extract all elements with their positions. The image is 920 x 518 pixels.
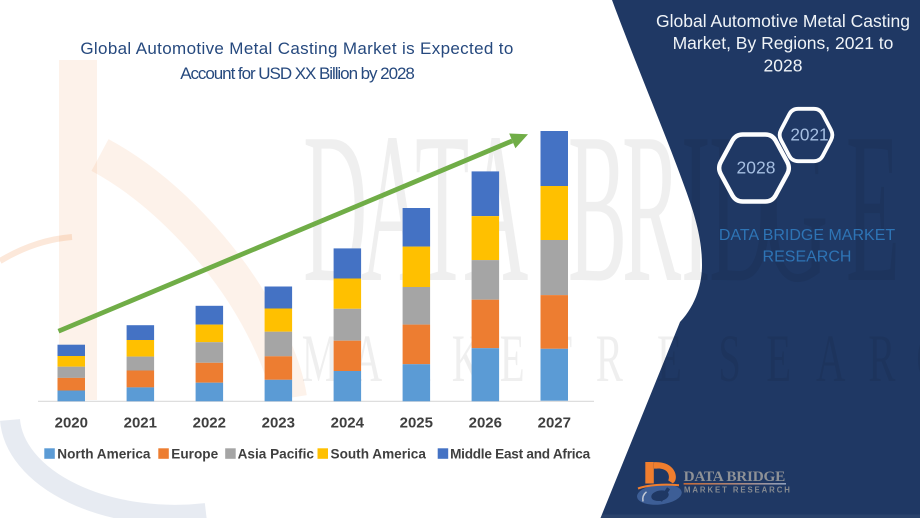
svg-text:Middle East and Africa: Middle East and Africa: [450, 446, 590, 461]
svg-text:Asia Pacific: Asia Pacific: [238, 446, 315, 461]
svg-text:2028: 2028: [737, 158, 776, 178]
svg-text:North America: North America: [57, 446, 151, 461]
svg-text:RESEARCH: RESEARCH: [763, 249, 852, 266]
svg-text:2027: 2027: [538, 415, 571, 432]
svg-text:2021: 2021: [124, 415, 157, 432]
svg-text:2021: 2021: [790, 124, 828, 144]
svg-text:Market, By Regions, 2021 to: Market, By Regions, 2021 to: [673, 33, 894, 53]
svg-text:2025: 2025: [400, 415, 433, 432]
svg-text:DATA BRIDGE: DATA BRIDGE: [684, 468, 786, 485]
svg-text:MARKET RESEARCH: MARKET RESEARCH: [684, 485, 792, 494]
svg-text:2028: 2028: [764, 56, 803, 76]
svg-text:DATA BRIDGE MARKET: DATA BRIDGE MARKET: [719, 227, 896, 244]
svg-text:2022: 2022: [193, 415, 226, 432]
svg-text:Account for USD XX Billion by: Account for USD XX Billion by 2028: [180, 64, 414, 83]
svg-text:2023: 2023: [262, 415, 295, 432]
svg-text:South America: South America: [331, 446, 427, 461]
svg-text:Global Automotive Metal Castin: Global Automotive Metal Casting: [656, 11, 910, 31]
svg-text:2024: 2024: [331, 415, 365, 432]
svg-text:Global Automotive Metal Castin: Global Automotive Metal Casting Market i…: [80, 39, 513, 58]
svg-text:2020: 2020: [55, 415, 88, 432]
svg-text:Europe: Europe: [171, 446, 218, 461]
svg-text:2026: 2026: [469, 415, 502, 432]
